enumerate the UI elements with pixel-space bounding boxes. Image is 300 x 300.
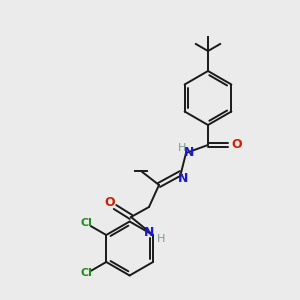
Text: H: H: [157, 234, 165, 244]
Text: N: N: [184, 146, 194, 160]
Text: O: O: [105, 196, 115, 209]
Text: O: O: [231, 139, 242, 152]
Text: N: N: [178, 172, 188, 184]
Text: Cl: Cl: [80, 218, 92, 229]
Text: H: H: [178, 143, 186, 153]
Text: N: N: [144, 226, 154, 239]
Text: Cl: Cl: [80, 268, 92, 278]
